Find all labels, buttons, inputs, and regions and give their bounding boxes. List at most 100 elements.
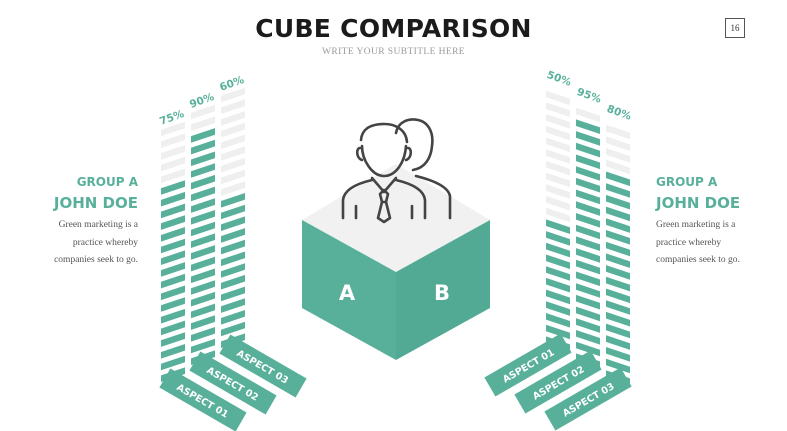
bar-segment-filled [221, 286, 245, 302]
bar-segment-empty [546, 160, 570, 176]
bar-segment-filled [191, 327, 215, 342]
bar-segment-filled [576, 330, 600, 345]
page-title: CUBE COMPARISON [255, 14, 532, 43]
right-person-name: JOHN DOE [656, 194, 741, 212]
bar-segment-filled [161, 250, 185, 265]
bar-segment-filled [221, 251, 245, 267]
bar-segment-empty [576, 107, 600, 123]
bar-segment-filled [221, 263, 245, 278]
bar-segment-filled [576, 248, 600, 263]
bar-segment-filled [221, 298, 245, 313]
bar-segment-filled [221, 239, 245, 255]
bar-segment-filled [546, 301, 570, 316]
bar-segment-empty [221, 111, 245, 126]
bar-segment-filled [606, 253, 630, 268]
bar-segment-filled [221, 274, 245, 290]
page-subtitle: WRITE YOUR SUBTITLE HERE [321, 47, 466, 57]
bar-segment-filled [191, 245, 215, 260]
bar-segment-filled [546, 242, 570, 258]
left-description: Green marketing is a practice whereby co… [8, 217, 138, 270]
bar-segment-filled [606, 230, 630, 245]
left-description-line: Green marketing is a [58, 220, 138, 230]
bar-percent-label: 50% [545, 69, 573, 89]
bar-segment-filled [221, 310, 245, 325]
left-description-line: practice whereby [72, 237, 138, 248]
cube-right-face [396, 220, 490, 360]
bar-segment-filled [606, 335, 630, 350]
bar-segment-filled [546, 324, 570, 340]
bar-segment-empty [161, 168, 185, 184]
bar-segment-filled [576, 306, 600, 322]
right-group-label: GROUP A [656, 175, 718, 189]
bar-segment-empty [546, 149, 570, 164]
right-description-line: companies seek to go. [656, 255, 740, 265]
bar-segment-filled [191, 280, 215, 295]
bar-segment-filled [606, 311, 630, 327]
bar-segment-empty [546, 90, 570, 106]
bar-segment-filled [191, 268, 215, 284]
bar-segment-filled [546, 254, 570, 270]
bar-column-left-2: 90% [188, 91, 216, 365]
bar-segment-filled [191, 303, 215, 319]
bar-segment-filled [161, 285, 185, 301]
bar-segment-filled [161, 191, 185, 207]
bar-segment-filled [546, 231, 570, 246]
page-number: 16 [725, 18, 745, 38]
bar-segment-filled [191, 198, 215, 213]
bar-segment-filled [191, 210, 215, 225]
bar-segment-filled [576, 154, 600, 170]
bar-segment-filled [576, 236, 600, 251]
bar-segment-filled [606, 358, 630, 374]
bar-segment-filled [191, 291, 215, 307]
left-description-line: companies seek to go. [54, 255, 138, 265]
bar-segment-filled [576, 177, 600, 193]
bar-column-right-3: 80% [605, 103, 633, 385]
bar-segment-empty [161, 133, 185, 148]
bar-segment-filled [161, 273, 185, 289]
bar-segment-filled [161, 355, 185, 371]
left-person-name: JOHN DOE [53, 194, 138, 212]
bar-column-right-2: 95% [575, 86, 603, 368]
bar-segment-empty [221, 122, 245, 138]
bar-segment-filled [606, 194, 630, 210]
bar-segment-filled [576, 142, 600, 158]
two-people-icon [341, 118, 452, 224]
bar-segment-filled [546, 219, 570, 234]
bar-segment-filled [191, 186, 215, 202]
left-text-block: GROUP A JOHN DOE Green marketing is a pr… [8, 175, 138, 270]
bar-segment-empty [221, 157, 245, 173]
bar-segment-empty [221, 99, 245, 114]
bar-segment-filled [191, 174, 215, 190]
bar-segment-filled [161, 308, 185, 324]
bar-segment-filled [191, 139, 215, 155]
bar-segment-filled [576, 224, 600, 240]
bar-segment-filled [161, 238, 185, 254]
bar-segment-filled [606, 206, 630, 222]
bar-segment-empty [546, 102, 570, 117]
bar-segment-empty [546, 125, 570, 141]
bar-segment-filled [576, 271, 600, 287]
bar-segment-filled [546, 266, 570, 281]
right-text-block: GROUP A JOHN DOE Green marketing is a pr… [656, 175, 786, 270]
bar-segment-empty [161, 121, 185, 137]
bar-segment-filled [221, 321, 245, 337]
bar-column-right-1: 50% [545, 69, 573, 351]
bar-segment-filled [606, 288, 630, 304]
bar-segment-filled [606, 241, 630, 257]
bar-segment-filled [161, 215, 185, 230]
bar-segment-filled [546, 313, 570, 328]
bar-segment-filled [576, 294, 600, 310]
bar-segment-filled [161, 180, 185, 195]
bar-column-left-1: 75% [158, 108, 186, 382]
bar-segment-empty [221, 146, 245, 161]
left-group-label: GROUP A [76, 175, 138, 189]
cube-left-face [302, 220, 396, 360]
bar-segment-filled [221, 216, 245, 231]
aspect-base-slab [484, 333, 572, 397]
bar-segment-filled [191, 151, 215, 167]
bar-column-left-3: 60% [218, 74, 246, 348]
bar-segment-filled [546, 277, 570, 293]
bar-segment-filled [576, 341, 600, 357]
bar-segment-empty [606, 136, 630, 151]
